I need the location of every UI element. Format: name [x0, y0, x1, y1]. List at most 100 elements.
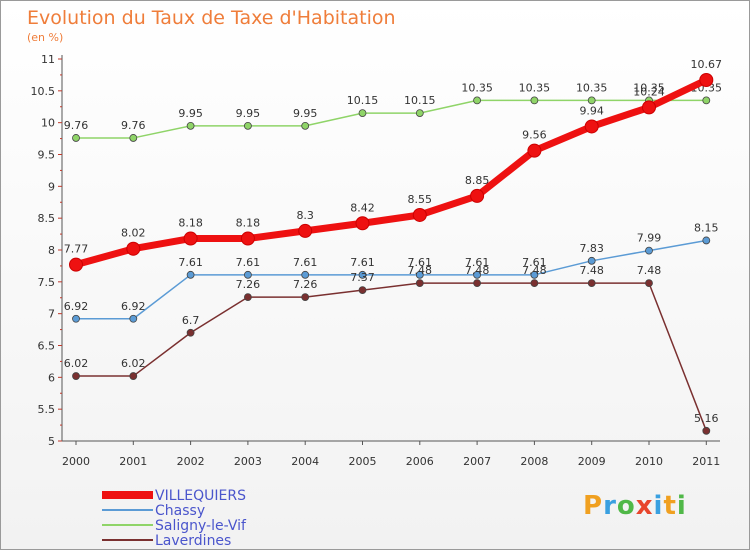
data-label: 9.76: [121, 119, 146, 132]
data-label: 9.56: [522, 129, 547, 142]
y-tick-label: 6: [48, 371, 55, 384]
data-point: [530, 96, 539, 105]
y-tick-label: 8.5: [38, 212, 56, 225]
data-label: 7.77: [64, 243, 89, 256]
series-line-laverdines: [76, 282, 707, 432]
y-tick-label: 10.5: [31, 85, 56, 98]
legend-label: Saligny-le-Vif: [155, 518, 247, 534]
data-point: [243, 293, 252, 302]
x-tick-label: 2000: [62, 455, 90, 468]
y-tick-label: 7: [48, 308, 55, 321]
data-label: 7.61: [408, 256, 433, 269]
data-label: 7.61: [465, 256, 490, 269]
data-label: 9.76: [64, 119, 89, 132]
series-line-chassy: [76, 239, 707, 320]
data-point: [587, 96, 596, 105]
data-label: 7.37: [350, 271, 375, 284]
data-point: [355, 216, 370, 231]
data-point: [358, 286, 367, 295]
x-tick-label: 2006: [406, 455, 434, 468]
data-label: 7.61: [522, 256, 547, 269]
data-point: [702, 236, 711, 245]
data-point: [527, 143, 542, 158]
data-point: [587, 256, 596, 265]
data-point: [702, 96, 711, 105]
x-tick-label: 2011: [692, 455, 720, 468]
data-point: [473, 270, 482, 279]
data-label: 10.35: [633, 81, 665, 94]
data-point: [69, 257, 83, 272]
chart-title: Evolution du Taux de Taxe d'Habitation: [27, 7, 396, 29]
y-tick-label: 5.5: [38, 403, 56, 416]
data-point: [183, 231, 198, 246]
data-point: [642, 100, 656, 115]
data-point: [702, 426, 711, 435]
data-label: 7.26: [293, 278, 318, 291]
data-label: 6.92: [121, 300, 146, 313]
data-point: [298, 223, 313, 238]
data-label: 7.48: [522, 264, 547, 277]
x-tick-label: 2007: [463, 455, 491, 468]
data-point: [129, 134, 138, 142]
data-point: [412, 207, 427, 222]
series-line-villequiers: [75, 76, 708, 269]
data-point: [72, 314, 80, 323]
data-point: [240, 231, 255, 246]
data-point: [301, 293, 310, 302]
legend-label: Laverdines: [155, 533, 231, 549]
data-label: 8.15: [694, 221, 719, 234]
data-point: [358, 270, 367, 279]
data-point: [415, 270, 424, 279]
data-point: [473, 279, 482, 288]
data-label: 10.67: [691, 58, 723, 71]
y-tick-label: 7.5: [38, 276, 56, 289]
data-point: [243, 121, 252, 130]
data-point: [129, 372, 138, 380]
x-tick-label: 2009: [578, 455, 606, 468]
x-tick-label: 2002: [177, 455, 205, 468]
data-point: [530, 279, 539, 288]
data-label: 9.94: [579, 104, 604, 117]
data-point: [72, 372, 80, 380]
data-point: [699, 73, 714, 88]
data-point: [126, 241, 141, 256]
data-label: 10.35: [519, 81, 551, 94]
x-tick-label: 2004: [291, 455, 319, 468]
x-tick-label: 2001: [119, 455, 147, 468]
data-point: [587, 279, 596, 288]
data-label: 8.42: [350, 201, 375, 214]
data-label: 7.61: [236, 256, 261, 269]
x-tick-label: 2010: [635, 455, 663, 468]
y-tick-label: 11: [41, 53, 55, 66]
data-point: [72, 134, 80, 142]
proxiti-logo: Proxiti: [583, 491, 687, 521]
data-label: 8.3: [296, 209, 314, 222]
data-label: 9.95: [293, 107, 318, 120]
data-label: 10.15: [347, 94, 379, 107]
x-tick-label: 2008: [520, 455, 548, 468]
data-point: [645, 246, 653, 255]
y-tick-label: 10: [41, 117, 55, 130]
chart-unit: (en %): [27, 31, 64, 44]
data-label: 6.02: [121, 357, 146, 370]
y-tick-label: 6.5: [38, 340, 56, 353]
data-label: 7.48: [579, 264, 604, 277]
data-label: 10.15: [404, 94, 436, 107]
data-point: [530, 270, 539, 279]
x-tick-label: 2005: [349, 455, 377, 468]
data-label: 8.18: [236, 217, 261, 230]
data-label: 7.83: [579, 242, 604, 255]
data-label: 7.61: [350, 256, 375, 269]
series-line-saligny-le-vif: [76, 99, 707, 139]
y-tick-label: 5: [48, 435, 55, 448]
data-label: 6.92: [64, 300, 89, 313]
data-point: [186, 121, 195, 130]
legend-label: VILLEQUIERS: [155, 488, 246, 504]
data-label: 10.35: [461, 81, 493, 94]
x-tick-label: 2003: [234, 455, 262, 468]
data-point: [186, 328, 195, 337]
data-label: 5.16: [694, 412, 719, 425]
data-label: 9.95: [236, 107, 261, 120]
